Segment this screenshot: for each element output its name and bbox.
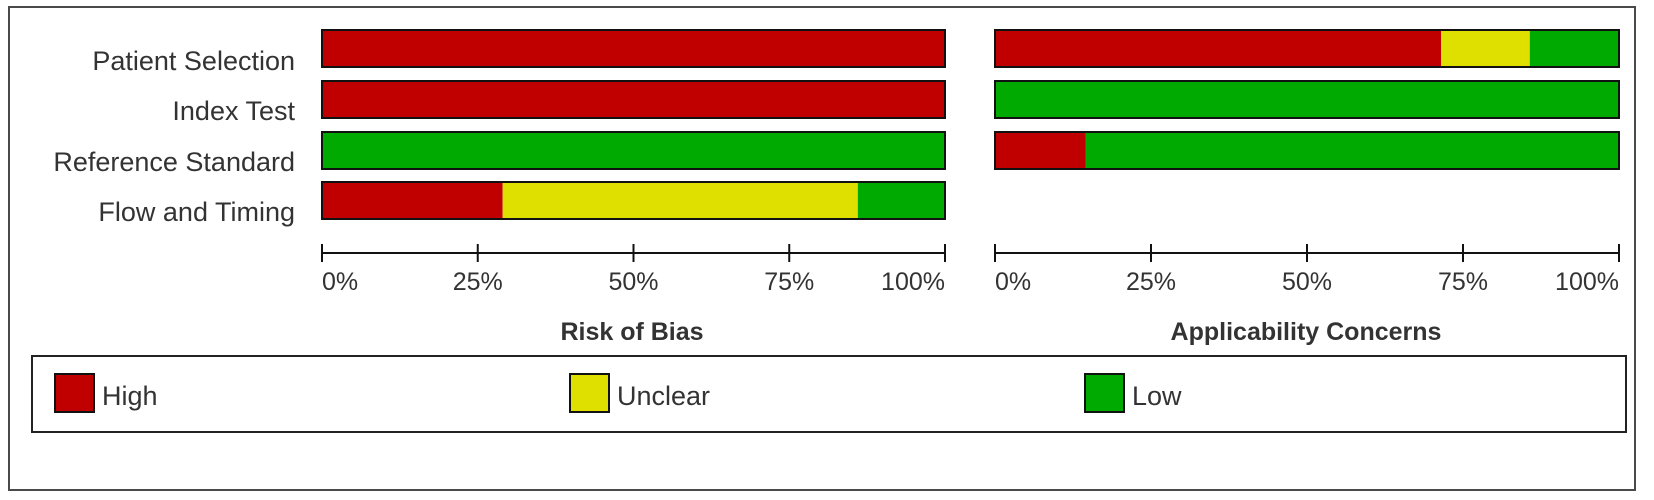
x-tick-label: 100%: [1555, 268, 1619, 296]
legend-label-low: Low: [1132, 381, 1182, 411]
bar-segment-high: [995, 30, 1442, 67]
legend-swatch-low: [1084, 373, 1125, 413]
x-tick-label: 100%: [881, 268, 945, 296]
legend-label-unclear: Unclear: [617, 381, 710, 411]
panel-title-applicability: Applicability Concerns: [1171, 318, 1442, 346]
x-tick-label: 50%: [608, 268, 658, 296]
bar-outline: [994, 131, 1620, 170]
legend-swatch-high: [54, 373, 95, 413]
bar-outline: [321, 29, 946, 68]
bar-segment-unclear: [1441, 30, 1530, 67]
bar-outline: [994, 80, 1620, 119]
bar-segment-low: [857, 182, 945, 219]
bar-segment-low: [1529, 30, 1619, 67]
category-label: Reference Standard: [53, 147, 295, 177]
x-tick-label: 0%: [322, 268, 358, 296]
bar-segment-high: [322, 30, 945, 67]
legend-label-high: High: [102, 381, 158, 411]
bars-layer: [321, 29, 1620, 220]
x-tick-label: 0%: [995, 268, 1031, 296]
bar-segment-unclear: [502, 182, 858, 219]
bar-segment-high: [995, 132, 1086, 169]
x-tick-label: 50%: [1282, 268, 1332, 296]
bar-segment-high: [322, 182, 503, 219]
x-tick-label: 25%: [453, 268, 503, 296]
bar-outline: [321, 131, 946, 170]
category-label: Patient Selection: [92, 46, 295, 76]
x-tick-label: 75%: [1438, 268, 1488, 296]
legend-swatch-unclear: [569, 373, 610, 413]
x-tick-label: 75%: [764, 268, 814, 296]
category-label: Index Test: [172, 96, 295, 126]
axes-layer: 0% 25% 50% 75% 100% 0% 25% 50% 75% 100%: [321, 244, 1620, 296]
bar-segment-low: [322, 132, 945, 169]
bar-segment-low: [995, 81, 1619, 118]
bar-segment-high: [322, 81, 945, 118]
legend: High Unclear Low: [31, 355, 1627, 433]
bar-outline: [321, 181, 946, 220]
bar-outline: [994, 29, 1620, 68]
legend-box: [31, 355, 1627, 433]
panel-title-risk-of-bias: Risk of Bias: [560, 318, 703, 346]
category-label: Flow and Timing: [98, 197, 295, 227]
x-tick-label: 25%: [1126, 268, 1176, 296]
bar-segment-low: [1085, 132, 1619, 169]
bar-outline: [321, 80, 946, 119]
